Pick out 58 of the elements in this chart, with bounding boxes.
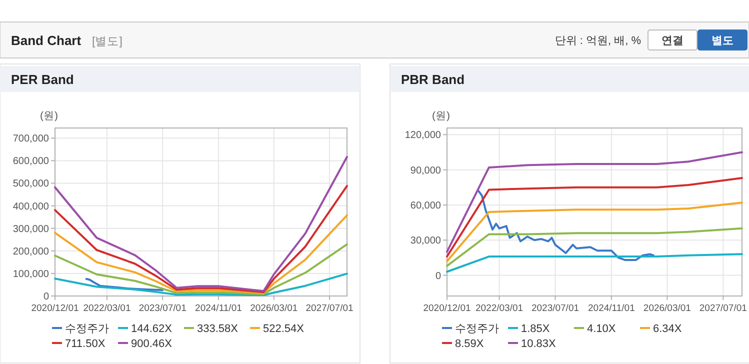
legend-label: 333.58X — [197, 323, 239, 335]
x-tick-label: 2024/11/01 — [588, 303, 635, 314]
legend-label: 144.62X — [131, 323, 173, 335]
y-tick-label: 90,000 — [410, 165, 442, 176]
text: [별도] — [92, 36, 122, 48]
x-tick-label: 2020/12/01 — [423, 303, 471, 314]
line-series — [54, 184, 348, 294]
text: 연결 — [662, 35, 684, 47]
legend-label: 6.34X — [653, 323, 682, 335]
y-tick-label: 500,000 — [12, 178, 50, 190]
x-tick-label: 2027/07/01 — [699, 303, 747, 314]
y-tick-label: 120,000 — [404, 130, 442, 142]
x-tick-label: 2026/03/01 — [250, 303, 298, 314]
y-tick-label: 60,000 — [410, 200, 442, 212]
y-tick-label: 0 — [43, 292, 50, 302]
x-tick-label: 2024/11/01 — [195, 303, 242, 314]
y-tick-label: 200,000 — [12, 246, 50, 258]
legend-label: 1.85X — [521, 323, 550, 335]
line-series — [54, 214, 348, 294]
x-tick-label: 2023/07/01 — [531, 303, 580, 314]
legend-label: 711.50X — [65, 338, 106, 350]
legend-label: 10.83X — [521, 338, 557, 350]
y-tick-label: 100,000 — [12, 268, 50, 280]
chart-title: PER Band — [11, 72, 74, 87]
text: Band Chart — [11, 33, 82, 48]
y-tick-label: 0 — [435, 270, 442, 282]
legend-label: 수정주가 — [65, 323, 109, 335]
x-tick-label: 2022/03/01 — [476, 303, 524, 314]
x-tick-label: 2022/03/01 — [83, 303, 131, 314]
line-series — [446, 202, 743, 262]
line-series — [54, 243, 348, 296]
legend-label: 4.10X — [587, 323, 616, 335]
legend-label: 522.54X — [263, 323, 305, 335]
y-tick-label: 600,000 — [12, 156, 50, 168]
y-tick-label: 400,000 — [12, 201, 50, 212]
line-series — [446, 151, 743, 253]
x-tick-label: 2027/07/01 — [306, 303, 354, 314]
legend-label: 8.59X — [455, 338, 484, 350]
y-axis-title: (원) — [432, 110, 450, 122]
line-series — [477, 190, 654, 262]
x-tick-label: 2026/03/01 — [643, 303, 691, 314]
x-tick-label: 2020/12/01 — [31, 303, 79, 314]
line-series — [446, 227, 743, 267]
line-series — [446, 177, 743, 258]
legend-label: 수정주가 — [455, 323, 499, 335]
text: 단위 : 억원, 배, % — [554, 35, 642, 47]
y-tick-label: 30,000 — [410, 236, 442, 247]
line-series — [446, 253, 743, 273]
line-series — [54, 272, 348, 296]
y-tick-label: 700,000 — [12, 134, 50, 145]
text: 별도 — [712, 35, 734, 47]
x-tick-label: 2023/07/01 — [138, 303, 186, 314]
line-series — [54, 156, 348, 292]
line-series — [85, 278, 164, 292]
y-tick-label: 300,000 — [12, 224, 50, 235]
chart-title: PBR Band — [401, 72, 465, 87]
y-axis-title: (원) — [40, 110, 58, 122]
legend-label: 900.46X — [131, 338, 173, 350]
